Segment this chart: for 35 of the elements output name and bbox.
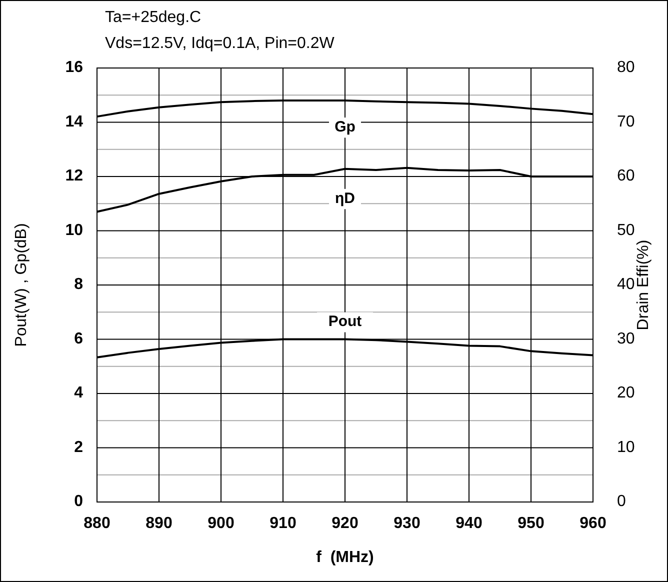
y2-tick-label: 80 xyxy=(617,59,635,76)
series-label: Pout xyxy=(328,313,362,330)
y-tick-label: 14 xyxy=(65,113,84,130)
y2-tick-label: 30 xyxy=(617,330,635,348)
x-tick-label: 950 xyxy=(518,515,544,532)
x-tick-label: 940 xyxy=(456,515,482,532)
series-label: ηD xyxy=(335,190,356,207)
y-tick-label: 10 xyxy=(65,222,84,239)
y2-tick-label: 0 xyxy=(617,493,626,510)
x-axis-title: f (MHz) xyxy=(316,549,374,566)
y-tick-label: 16 xyxy=(65,59,84,76)
y2-tick-label: 50 xyxy=(617,222,635,239)
y2-tick-label: 40 xyxy=(617,276,635,294)
y2-tick-label: 60 xyxy=(617,168,635,185)
x-tick-label: 890 xyxy=(146,515,172,532)
chart-subtitle: Vds=12.5V, Idq=0.1A, Pin=0.2W xyxy=(105,35,336,52)
y-tick-label: 4 xyxy=(74,384,84,402)
y-axis-title: Pout(W) , Gp(dB) xyxy=(13,223,30,347)
y2-axis-title: Drain Effi(%) xyxy=(635,240,652,330)
y2-tick-label: 70 xyxy=(617,113,635,130)
x-tick-label: 920 xyxy=(332,515,358,532)
y-tick-label: 12 xyxy=(65,168,84,185)
y-tick-label: 8 xyxy=(74,276,84,294)
y2-tick-label: 10 xyxy=(617,438,635,456)
chart-title: Ta=+25deg.C xyxy=(105,9,202,26)
x-tick-label: 910 xyxy=(270,515,296,532)
y2-tick-label: 20 xyxy=(617,384,635,402)
x-tick-label: 960 xyxy=(580,515,606,532)
y-tick-label: 2 xyxy=(74,438,84,456)
y-tick-label: 6 xyxy=(74,330,84,348)
x-tick-label: 900 xyxy=(208,515,234,532)
x-tick-label: 880 xyxy=(84,515,110,532)
y-tick-label: 0 xyxy=(74,493,84,510)
x-tick-label: 930 xyxy=(394,515,420,532)
series-label: Gp xyxy=(334,118,356,136)
